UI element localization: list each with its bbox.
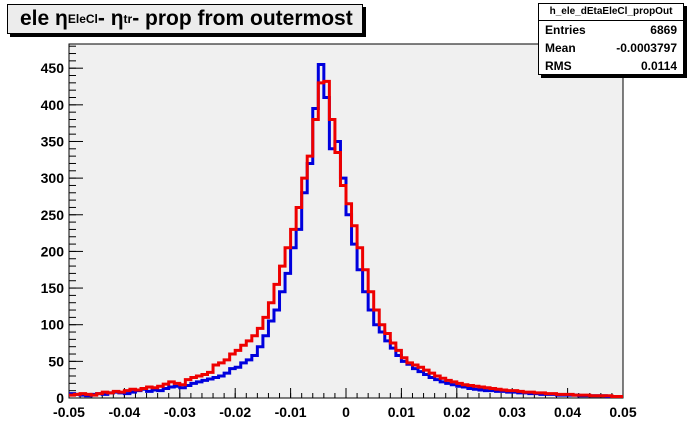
title-suffix: - prop from outermost	[132, 7, 353, 30]
x-tick-label: 0.04	[554, 404, 581, 420]
y-tick-label: 50	[48, 353, 64, 369]
title-sub1: EleCl	[67, 12, 98, 26]
x-tick-label: -0.05	[53, 404, 85, 420]
plot-frame	[68, 43, 624, 399]
x-tick-label: 0	[342, 404, 350, 420]
chart-title: ele η EleCl - η tr - prop from outermost	[7, 4, 363, 34]
stats-row-entries: Entries 6869	[539, 21, 683, 39]
y-tick-label: 450	[41, 60, 65, 76]
title-prefix: ele η	[20, 7, 68, 30]
x-tick-label: 0.03	[499, 404, 526, 420]
x-tick-label: -0.01	[275, 404, 307, 420]
x-tick-label: -0.04	[108, 404, 140, 420]
x-tick-label: -0.02	[219, 404, 251, 420]
y-tick-label: 350	[41, 133, 65, 149]
title-sub2: tr	[123, 12, 133, 26]
stats-row-mean: Mean -0.0003797	[539, 39, 683, 57]
stats-box: h_ele_dEtaEleCl_propOut Entries 6869 Mea…	[538, 3, 684, 75]
y-tick-label: 0	[56, 390, 64, 406]
series-layer	[69, 63, 623, 399]
stats-row-rms: RMS 0.0114	[539, 57, 683, 75]
stats-entries-label: Entries	[545, 23, 586, 37]
y-tick-label: 400	[41, 97, 65, 113]
x-tick-label: -0.03	[164, 404, 196, 420]
x-tick-label: 0.05	[609, 404, 636, 420]
histogram-series-2	[69, 79, 623, 399]
tick-labels: -0.05 -0.04 -0.03 -0.02 -0.01 0 0.01 0.02 0.03 0.…	[41, 60, 637, 420]
x-tick-label: 0.02	[443, 404, 470, 420]
axes	[68, 45, 624, 399]
stats-rms-label: RMS	[545, 59, 572, 73]
y-tick-label: 150	[41, 280, 65, 296]
stats-histogram-name: h_ele_dEtaEleCl_propOut	[539, 4, 683, 21]
stats-rms-value: 0.0114	[640, 59, 677, 73]
stats-entries-value: 6869	[650, 23, 677, 37]
y-tick-label: 300	[41, 170, 65, 186]
stats-mean-label: Mean	[545, 41, 576, 55]
y-tick-label: 250	[41, 207, 65, 223]
y-tick-label: 200	[41, 243, 65, 259]
title-mid: - η	[97, 7, 124, 30]
x-tick-label: 0.01	[388, 404, 415, 420]
y-tick-label: 100	[41, 317, 65, 333]
stats-mean-value: -0.0003797	[616, 41, 677, 55]
